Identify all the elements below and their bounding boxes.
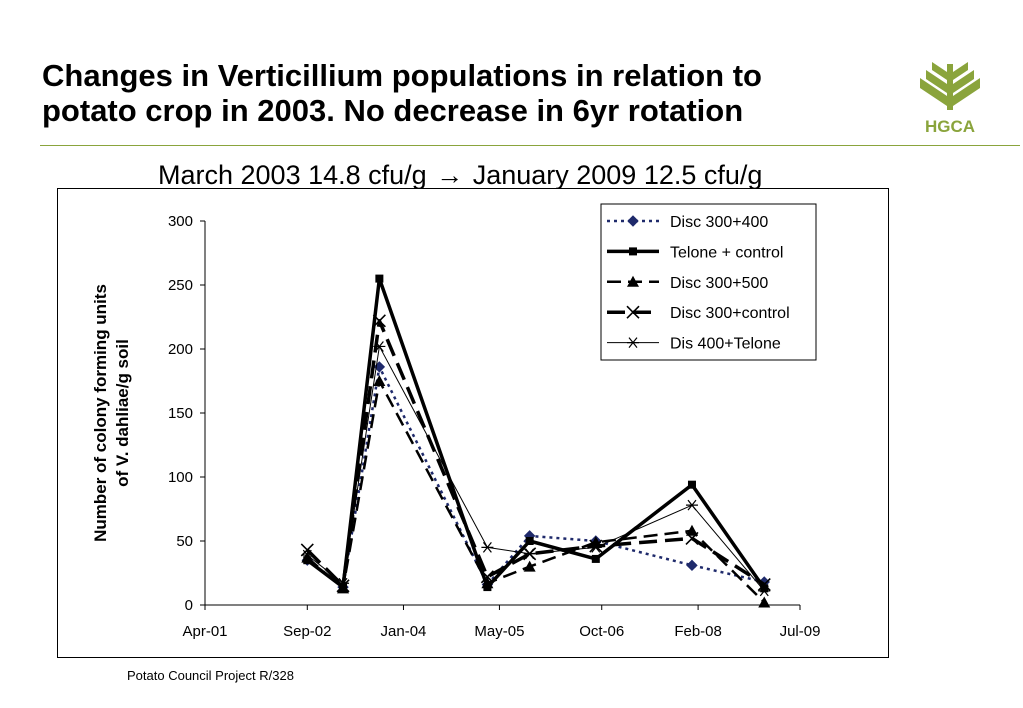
y-tick-label: 200 [168,341,193,358]
data-point [480,570,494,584]
data-point [372,314,386,328]
source-footnote: Potato Council Project R/328 [127,668,294,683]
legend-label: Dis 400+Telone [670,336,781,353]
series-line [306,276,766,590]
x-tick-label: Jul-09 [780,623,821,640]
data-point [685,531,699,546]
x-tick-label: Sep-02 [283,623,331,640]
data-point [301,549,314,561]
data-point [686,559,698,572]
x-tick-label: May-05 [474,623,524,640]
subtitle-start: March 2003 14.8 cfu/g [158,160,427,190]
data-point [687,480,696,489]
data-point [336,579,350,593]
y-axis-title: Number of colony forming units of V. dah… [91,284,132,542]
series-layer [300,274,771,608]
legend-swatch-marker [629,247,637,256]
y-tick-label: 150 [168,405,193,422]
logo-text: HGCA [925,117,975,136]
title-divider [40,145,1020,146]
right-arrow-icon: → [436,160,464,190]
data-point [589,542,602,553]
y-tick-label: 100 [168,469,193,486]
data-point [523,560,536,572]
series-line [306,379,766,604]
series-5 [301,341,771,597]
hgca-logo: HGCA [920,62,980,136]
y-tick-label: 50 [176,533,193,550]
line-chart: Number of colony forming units of V. dah… [91,203,820,640]
legend-swatch-marker [627,215,639,227]
legend-label: Disc 300+500 [670,275,768,292]
x-tick-label: Jan-04 [381,623,427,640]
data-point [373,375,386,386]
legend-item: Disc 300+control [607,305,790,322]
data-point [760,584,769,593]
legend-item: Disc 300+500 [607,275,768,292]
data-point [481,577,494,589]
data-point [481,542,494,553]
series-1 [301,361,770,593]
y-axis-title-line-1: Number of colony forming units [91,284,110,542]
slide-subtitle: March 2003 14.8 cfu/g → January 2009 12.… [158,160,762,191]
legend-swatch-marker [626,305,640,319]
slide-title: Changes in Verticillium populations in r… [42,58,912,128]
data-point [525,537,534,545]
data-point [300,543,314,557]
legend-item: Telone + control [607,244,783,261]
legend-item: Disc 300+400 [607,214,768,231]
data-point [523,548,536,560]
data-point [757,577,771,592]
axes: 0 50 100 150 200 250 300 Apr-01 Sep-02 Jan-04 May-… [168,213,820,640]
data-point [337,577,350,589]
y-tick-label: 300 [168,213,193,230]
data-point [758,596,771,608]
legend: Disc 300+400 Telone + control Disc 300+500… [600,203,817,361]
data-point [758,585,771,597]
data-point [591,554,600,563]
data-point [373,341,386,352]
legend-label: Disc 300+400 [670,214,768,231]
data-point [337,582,350,594]
data-point [301,551,314,563]
chart-area: Number of colony forming units of V. dah… [57,188,889,658]
data-point [375,274,384,283]
legend-swatch-marker [627,275,639,287]
x-tick-label: Apr-01 [182,623,227,640]
legend-label: Disc 300+control [670,305,790,322]
slide-title-line-2: potato crop in 2003. No decrease in 6yr … [42,93,744,128]
subtitle-end: January 2009 12.5 cfu/g [472,160,763,190]
x-tick-label: Oct-06 [579,623,624,640]
slide-title-line-1: Changes in Verticillium populations in r… [42,58,762,93]
data-point [685,524,698,536]
series-line [306,319,766,588]
data-point [589,539,603,553]
y-axis-title-line-2: of V. dahliae/g soil [113,339,132,487]
legend-item: Dis 400+Telone [607,336,781,353]
y-tick-label: 250 [168,277,193,294]
x-tick-label: Feb-08 [674,623,722,640]
series-line [306,345,765,592]
legend-swatch-marker [627,337,639,348]
legend-label: Telone + control [670,244,783,261]
data-point [685,499,698,511]
y-tick-label: 0 [185,597,193,614]
